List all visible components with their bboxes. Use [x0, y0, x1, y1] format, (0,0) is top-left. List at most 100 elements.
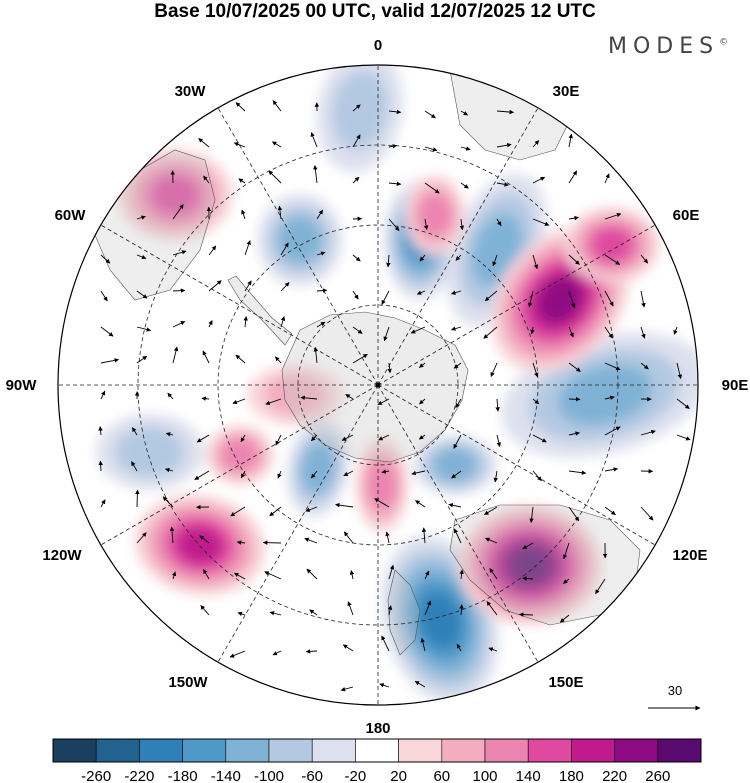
anomaly-contour	[557, 364, 653, 426]
wind-arrow	[604, 290, 614, 307]
wind-arrow	[136, 355, 148, 364]
wind-arrow	[568, 470, 587, 475]
wind-arrow	[529, 506, 534, 523]
wind-arrow	[532, 434, 547, 443]
wind-arrow	[676, 362, 683, 380]
wind-arrow	[309, 609, 318, 616]
wind-arrow	[418, 362, 426, 368]
wind-arrow	[343, 470, 354, 477]
wind-arrow	[595, 578, 606, 595]
wind-arrow	[410, 326, 426, 334]
wind-arrow	[235, 102, 246, 112]
wind-arrow	[456, 643, 462, 652]
anomaly-contour	[221, 437, 259, 473]
wind-arrow	[453, 362, 462, 369]
wind-arrow	[238, 178, 246, 184]
wind-arrow	[202, 350, 210, 364]
anomaly-contour	[151, 174, 199, 216]
wind-arrow	[383, 326, 390, 342]
wind-arrow	[240, 434, 246, 443]
wind-arrow	[244, 240, 251, 256]
wind-arrow	[208, 320, 213, 328]
colorbar-tick-label: 60	[433, 768, 450, 783]
wind-arrow	[532, 254, 539, 270]
meridian-line	[377, 107, 539, 386]
wind-arrow	[454, 528, 462, 544]
colorbar-swatch	[52, 738, 97, 763]
wind-arrow	[235, 354, 246, 364]
wind-arrow	[459, 569, 464, 580]
wind-arrow	[483, 326, 498, 339]
wind-arrow	[272, 100, 282, 112]
wind-arrow	[100, 290, 108, 302]
longitude-label-lon-150w: 150W	[168, 674, 208, 691]
wind-arrow	[673, 326, 678, 335]
wind-arrow	[416, 290, 426, 295]
colorbar-swatch	[139, 738, 183, 763]
wind-arrow	[388, 218, 400, 232]
wind-arrow	[233, 142, 246, 148]
longitude-label-lon-120w: 120W	[42, 547, 82, 564]
wind-arrow	[100, 390, 106, 400]
wind-arrow	[305, 649, 318, 654]
wind-arrow	[493, 470, 499, 483]
wind-arrow	[676, 398, 690, 409]
colorbar-tick-label: 20	[390, 768, 407, 783]
wind-arrow	[271, 141, 282, 148]
wind-arrow	[352, 290, 359, 300]
colorbar-tick-label: 180	[559, 768, 584, 783]
wind-arrow	[530, 326, 535, 335]
anomaly-contour	[591, 227, 633, 263]
wind-arrow	[568, 362, 581, 372]
wind-arrow	[241, 209, 246, 220]
longitude-label-lon-30e: 30E	[553, 83, 580, 100]
wind-arrow	[342, 644, 354, 652]
wind-arrow	[604, 326, 613, 339]
colorbar-swatch	[355, 738, 399, 763]
colorbar-tick-label: 260	[645, 768, 670, 783]
wind-arrow	[335, 502, 354, 508]
wind-arrow	[131, 461, 138, 472]
meridian-line	[217, 107, 379, 386]
wind-arrow	[352, 134, 361, 148]
wind-arrow	[352, 353, 368, 364]
longitude-label-lon-30w: 30W	[175, 83, 207, 100]
wind-arrow	[568, 506, 580, 522]
wind-arrow	[172, 250, 187, 256]
wind-arrow	[415, 500, 426, 508]
wind-arrow	[604, 467, 619, 472]
wind-arrow	[162, 496, 174, 508]
wind-arrow	[604, 395, 615, 400]
longitude-label-lon-90w: 90W	[6, 377, 38, 394]
wind-arrow	[568, 290, 576, 309]
wind-arrow	[172, 346, 179, 364]
wind-arrow	[233, 572, 246, 580]
wind-arrow	[388, 109, 402, 115]
anomaly-contour	[331, 70, 389, 150]
wind-arrow	[568, 254, 580, 265]
wind-arrow	[459, 604, 464, 616]
wind-arrow	[208, 280, 222, 292]
wind-arrow	[310, 470, 318, 479]
wind-arrow	[604, 254, 621, 265]
wind-arrow	[264, 571, 282, 580]
wind-arrow	[388, 181, 402, 187]
colorbar-swatch	[441, 738, 486, 763]
wind-arrow	[496, 182, 509, 187]
colorbar-swatch	[398, 738, 443, 763]
wind-arrow	[275, 356, 282, 364]
wind-arrow	[340, 686, 354, 692]
wind-arrow	[490, 362, 498, 377]
wind-arrow	[640, 506, 654, 521]
wind-arrow	[165, 432, 174, 437]
wind-arrow	[374, 498, 390, 508]
wind-arrow	[172, 321, 186, 328]
wind-arrow	[244, 280, 252, 292]
wind-arrow	[451, 470, 462, 479]
wind-arrow	[136, 326, 152, 332]
colorbar-swatch	[527, 738, 572, 763]
wind-arrow	[604, 212, 622, 220]
wind-arrow	[387, 605, 393, 616]
wind-arrow	[488, 647, 498, 652]
wind-arrow	[377, 398, 390, 405]
